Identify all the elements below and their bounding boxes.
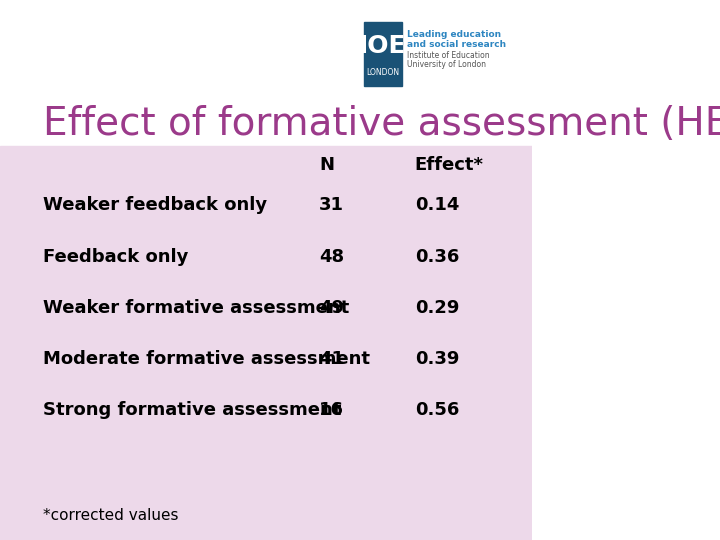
Text: 16: 16: [319, 401, 344, 420]
Bar: [364, 22, 402, 86]
Text: Strong formative assessment: Strong formative assessment: [42, 401, 341, 420]
Text: 0.36: 0.36: [415, 247, 459, 266]
Text: Weaker formative assessment: Weaker formative assessment: [42, 299, 348, 317]
Text: 31: 31: [319, 196, 344, 214]
Bar: [0, 146, 532, 540]
Text: Effect*: Effect*: [415, 156, 484, 174]
Text: 48: 48: [319, 247, 344, 266]
Text: IOE: IOE: [359, 34, 407, 58]
Text: University of London: University of London: [407, 60, 486, 69]
Text: Weaker feedback only: Weaker feedback only: [42, 196, 266, 214]
Text: 41: 41: [319, 350, 344, 368]
Text: Institute of Education: Institute of Education: [407, 51, 490, 60]
Text: 0.14: 0.14: [415, 196, 459, 214]
Text: Feedback only: Feedback only: [42, 247, 188, 266]
Text: N: N: [319, 156, 334, 174]
Text: Moderate formative assessment: Moderate formative assessment: [42, 350, 369, 368]
Text: 49: 49: [319, 299, 344, 317]
Text: 0.56: 0.56: [415, 401, 459, 420]
Bar: [0, 0, 532, 146]
Text: Leading education: Leading education: [407, 30, 501, 39]
Text: LONDON: LONDON: [366, 68, 400, 77]
Text: 0.39: 0.39: [415, 350, 459, 368]
Text: 0.29: 0.29: [415, 299, 459, 317]
Text: and social research: and social research: [407, 40, 506, 49]
Text: *corrected values: *corrected values: [42, 508, 178, 523]
Text: Effect of formative assessment (HE): Effect of formative assessment (HE): [42, 105, 720, 143]
